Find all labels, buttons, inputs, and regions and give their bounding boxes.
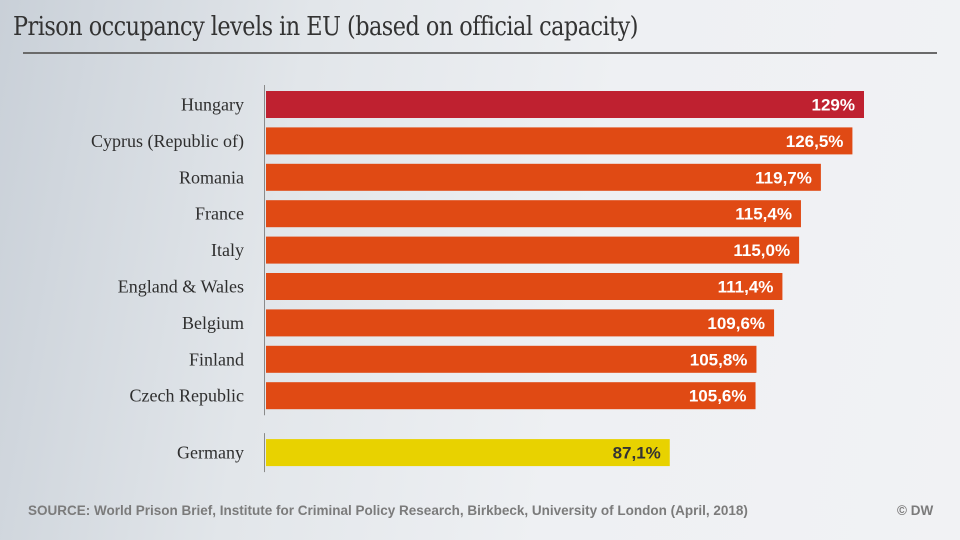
bar-czech-republic <box>266 382 756 410</box>
value-label: 105,8% <box>690 350 748 369</box>
value-label: 109,6% <box>707 314 765 333</box>
bar-romania <box>266 163 821 191</box>
value-label: 111,4% <box>718 278 774 297</box>
category-label: Cyprus (Republic of) <box>91 131 244 152</box>
category-label: Finland <box>189 349 244 369</box>
title-divider <box>23 52 937 54</box>
category-label: Germany <box>177 443 244 463</box>
bar-france <box>266 200 801 228</box>
value-label: 115,0% <box>733 241 790 260</box>
value-label: 115,4% <box>735 205 792 224</box>
category-label: Belgium <box>182 313 244 333</box>
bar-cyprus-republic-of <box>266 127 853 155</box>
value-label: 119,7% <box>755 168 812 187</box>
bar-england-wales <box>266 273 783 300</box>
category-label: Hungary <box>181 95 244 115</box>
value-label: 129% <box>812 96 855 115</box>
bar-belgium <box>266 309 775 337</box>
bar-italy <box>266 236 800 264</box>
bar-finland <box>266 345 757 373</box>
value-label: 126,5% <box>786 132 844 151</box>
category-label: Italy <box>211 240 244 260</box>
category-label: England & Wales <box>118 277 244 297</box>
category-label: Czech Republic <box>130 386 244 406</box>
bar-germany <box>266 439 670 467</box>
source-note: SOURCE: World Prison Brief, Institute fo… <box>28 503 748 518</box>
value-label: 105,6% <box>689 387 747 406</box>
category-label: France <box>195 204 244 224</box>
bar-hungary <box>266 91 864 118</box>
chart-title: Prison occupancy levels in EU (based on … <box>13 12 638 42</box>
copyright-credit: © DW <box>897 503 934 518</box>
value-label: 87,1% <box>613 444 661 463</box>
category-label: Romania <box>179 167 244 187</box>
